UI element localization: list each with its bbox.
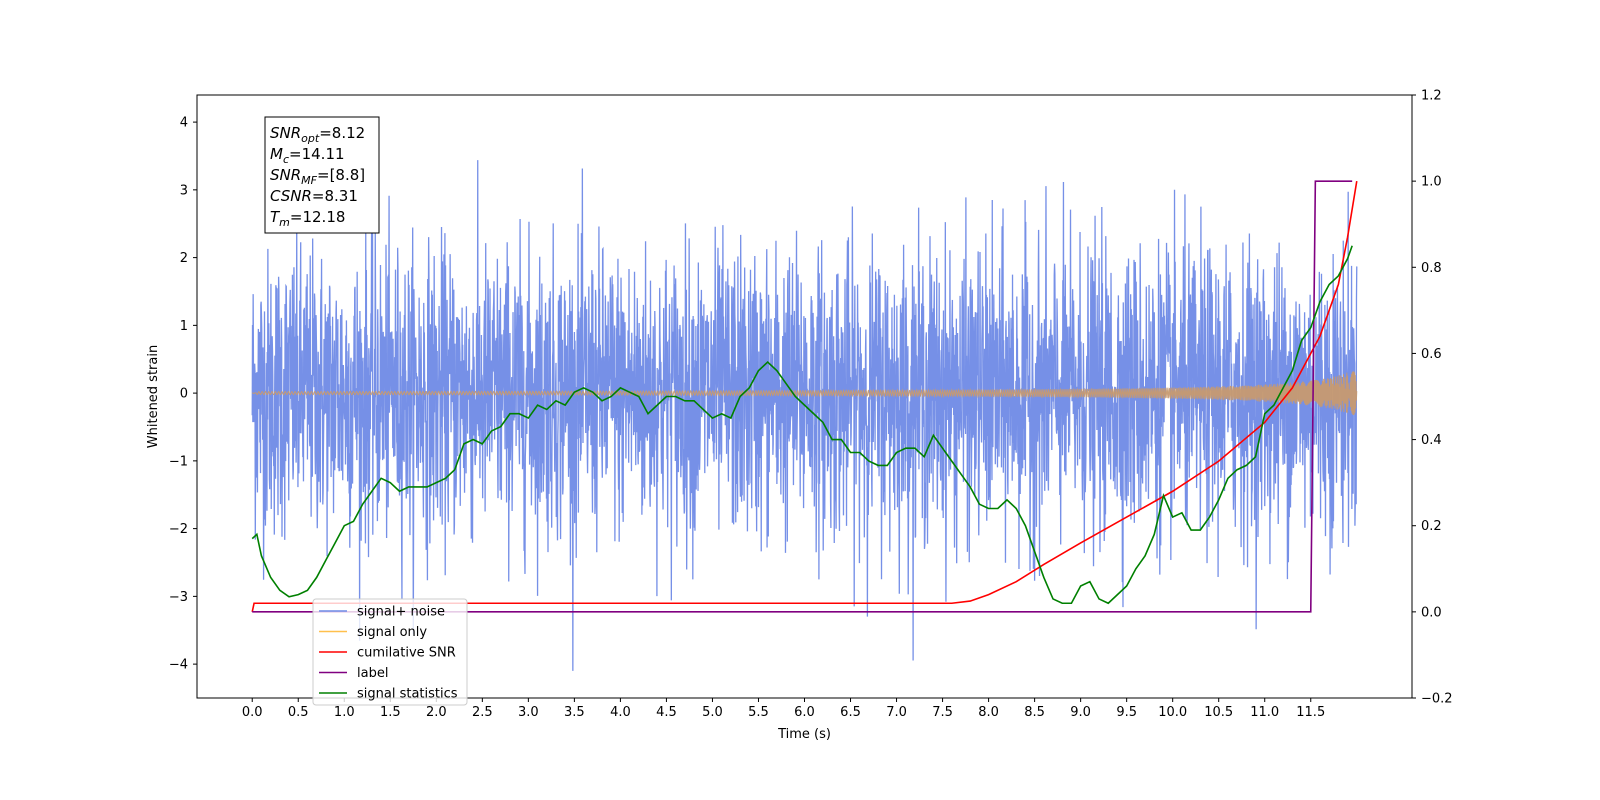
legend-item-label: signal+ noise bbox=[357, 605, 445, 620]
y-tick-label: 0 bbox=[180, 387, 188, 402]
x-tick-label: 9.0 bbox=[1070, 705, 1091, 720]
legend-item-label: signal statistics bbox=[357, 687, 458, 702]
x-tick-label: 10.5 bbox=[1204, 705, 1233, 720]
info-line: Tm=12.18 bbox=[270, 208, 345, 229]
x-tick-label: 6.0 bbox=[794, 705, 815, 720]
y2-tick-label: 1.0 bbox=[1421, 175, 1442, 190]
series-signal-noise-line bbox=[251, 160, 1358, 671]
y2-tick-label: 0.8 bbox=[1421, 261, 1442, 276]
x-tick-label: 7.5 bbox=[932, 705, 953, 720]
x-tick-label: 3.0 bbox=[518, 705, 539, 720]
y2-tick-label: 1.2 bbox=[1421, 89, 1442, 104]
y2-tick-label: 0.0 bbox=[1421, 605, 1442, 620]
y-tick-label: −4 bbox=[169, 658, 188, 673]
y2-tick-label: 0.6 bbox=[1421, 347, 1442, 362]
x-tick-label: 9.5 bbox=[1116, 705, 1137, 720]
x-tick-label: 4.5 bbox=[656, 705, 677, 720]
y2-tick-label: 0.2 bbox=[1421, 519, 1442, 534]
legend: signal+ noise signal only cumilative SNR la… bbox=[312, 598, 468, 706]
legend-item-label: cumilative SNR bbox=[357, 646, 456, 661]
y-tick-label: −2 bbox=[169, 522, 188, 537]
y-tick-label: 4 bbox=[180, 116, 188, 131]
x-tick-label: 10.0 bbox=[1158, 705, 1187, 720]
info-line: CSNR=8.31 bbox=[270, 187, 358, 205]
info-line: Mc=14.11 bbox=[270, 145, 345, 166]
y-tick-label: −3 bbox=[169, 590, 188, 605]
series-label-line bbox=[252, 180, 1353, 613]
x-tick-label: 5.0 bbox=[702, 705, 723, 720]
y-tick-label: 2 bbox=[180, 251, 188, 266]
x-axis-label: Time (s) bbox=[777, 727, 831, 742]
series-signal-only-line bbox=[252, 371, 1358, 415]
y-tick-label: −1 bbox=[169, 454, 188, 469]
y-axis-right: −0.2 0.0 0.2 0.4 0.6 0.8 1.0 1.2 bbox=[1412, 89, 1453, 707]
x-tick-label: 1.0 bbox=[334, 705, 355, 720]
plot-area bbox=[251, 160, 1358, 671]
x-tick-label: 2.5 bbox=[472, 705, 493, 720]
y-tick-label: 1 bbox=[180, 319, 188, 334]
info-box-frame bbox=[264, 116, 380, 234]
x-tick-label: 11.0 bbox=[1250, 705, 1279, 720]
y-axis-left: −4 −3 −2 −1 0 1 2 3 4 bbox=[169, 116, 197, 673]
series-signal-statistics-line bbox=[251, 245, 1353, 605]
x-tick-label: 0.5 bbox=[288, 705, 309, 720]
x-tick-label: 5.5 bbox=[748, 705, 769, 720]
y2-tick-label: 0.4 bbox=[1421, 433, 1442, 448]
x-axis: 0.0 0.5 1.0 1.5 2.0 2.5 3.0 3.5 4.0 4.5 5.0 5.5 6.0 6… bbox=[242, 698, 1325, 720]
legend-frame bbox=[312, 598, 468, 706]
x-tick-label: 11.5 bbox=[1296, 705, 1325, 720]
x-tick-label: 3.5 bbox=[564, 705, 585, 720]
info-line: SNRMF=[8.8] bbox=[270, 166, 365, 187]
x-tick-label: 4.0 bbox=[610, 705, 631, 720]
x-tick-label: 7.0 bbox=[886, 705, 907, 720]
series-cumilative-snr-line bbox=[251, 181, 1358, 613]
x-tick-label: 2.0 bbox=[426, 705, 447, 720]
y-axis-label: Whitened strain bbox=[146, 345, 161, 448]
x-tick-label: 0.0 bbox=[242, 705, 263, 720]
x-tick-label: 8.5 bbox=[1024, 705, 1045, 720]
x-tick-label: 6.5 bbox=[840, 705, 861, 720]
x-tick-label: 8.0 bbox=[978, 705, 999, 720]
legend-item-label: label bbox=[357, 666, 388, 681]
legend-item-label: signal only bbox=[357, 625, 427, 640]
y-tick-label: 3 bbox=[180, 183, 188, 198]
x-tick-label: 1.5 bbox=[380, 705, 401, 720]
info-line: SNRopt=8.12 bbox=[270, 124, 365, 145]
y2-tick-label: −0.2 bbox=[1421, 692, 1453, 707]
